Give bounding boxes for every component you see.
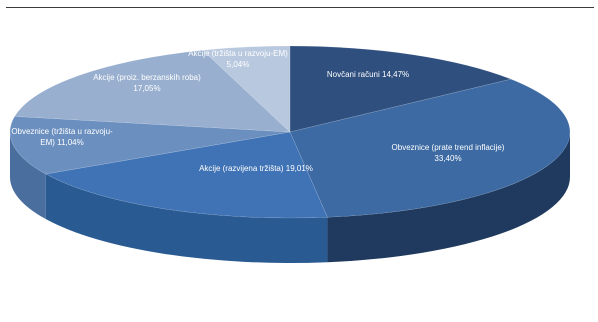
slice-label-4: Akcije (proiz. berzanskih roba) 17,05% [93, 73, 201, 93]
slice-label-3: Obveznice (tržišta u razvoju-EM) 11,04% [11, 127, 113, 147]
pie-slice-5 [202, 45, 291, 133]
pie-side-1 [327, 132, 570, 263]
pie-slice-2 [44, 131, 328, 219]
pie-labels: Novčani računi 14,47% Obveznice (prate tr… [11, 49, 504, 173]
slice-label-2: Akcije (razvijena tržišta) 19,01% [199, 164, 313, 173]
pie-side-3 [10, 132, 46, 220]
slice-label-5: Akcije (tržišta u razvoju-EM) 5,04% [188, 49, 288, 69]
pie-tops [9, 45, 571, 219]
pie-slice-1 [289, 78, 571, 218]
pie-side-2 [45, 174, 328, 263]
pie-slice-0 [289, 45, 512, 133]
pie-slice-3 [9, 116, 291, 175]
slice-label-0: Novčani računi 14,47% [327, 70, 409, 79]
pie-slice-4 [14, 50, 291, 133]
slice-label-1: Obveznice (prate trend inflacije) 33,40% [392, 143, 505, 163]
pie-sides [10, 132, 570, 263]
top-divider [6, 7, 594, 8]
